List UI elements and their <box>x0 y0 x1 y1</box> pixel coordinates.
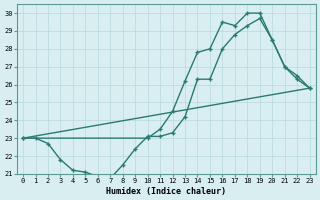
X-axis label: Humidex (Indice chaleur): Humidex (Indice chaleur) <box>106 187 226 196</box>
